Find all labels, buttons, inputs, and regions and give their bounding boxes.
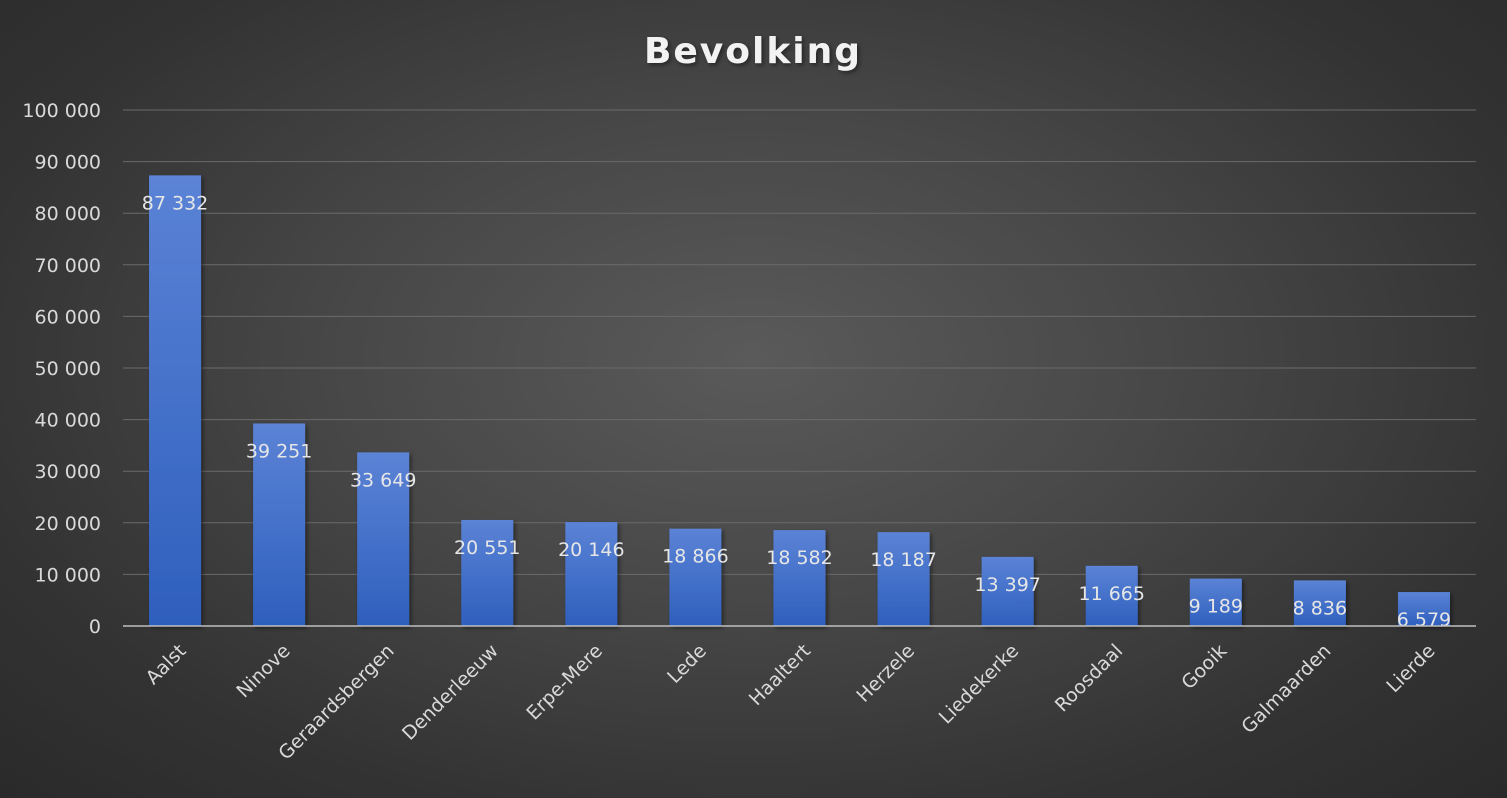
data-label: 8 836 <box>1293 597 1347 619</box>
data-label: 20 551 <box>454 537 520 559</box>
data-label: 6 579 <box>1397 609 1451 631</box>
bar-roosdaal <box>1085 565 1138 626</box>
y-tick-label: 20 000 <box>35 513 101 535</box>
data-label: 18 582 <box>766 547 832 569</box>
y-tick-label: 70 000 <box>35 255 101 277</box>
data-label: 9 189 <box>1189 596 1243 618</box>
x-tick-label: Liedekerke <box>935 640 1023 728</box>
bar-herzele <box>877 532 930 626</box>
y-tick-label: 60 000 <box>35 306 101 328</box>
bars <box>149 175 1450 626</box>
y-tick-label: 100 000 <box>22 100 101 122</box>
x-tick-label: Lede <box>663 640 711 688</box>
y-axis-tick-labels: 0 10 000 20 000 30 000 40 000 50 000 60 000 70 … <box>22 100 101 638</box>
data-label: 87 332 <box>142 192 208 214</box>
data-label: 39 251 <box>246 440 312 462</box>
bar-galmaarden <box>1293 580 1346 626</box>
x-tick-label: Aalst <box>142 640 191 689</box>
bar-denderleeuw <box>461 519 514 626</box>
y-tick-label: 50 000 <box>35 358 101 380</box>
x-tick-label: Roosdaal <box>1051 640 1127 716</box>
bar-erpe-mere <box>565 522 618 626</box>
x-tick-label: Herzele <box>852 640 919 707</box>
x-tick-label: Gooik <box>1177 640 1231 694</box>
bar-lede <box>669 528 722 626</box>
x-tick-label: Geraardsbergen <box>274 640 398 764</box>
x-tick-label: Haaltert <box>745 640 815 710</box>
bar-gooik <box>1189 578 1242 626</box>
bar-lierde <box>1397 592 1450 626</box>
bar-aalst <box>149 175 202 626</box>
y-tick-label: 30 000 <box>35 461 101 483</box>
data-label: 11 665 <box>1078 583 1144 605</box>
bar-ninove <box>253 423 306 626</box>
x-tick-label: Lierde <box>1382 640 1439 697</box>
y-tick-label: 0 <box>89 616 101 638</box>
y-tick-label: 90 000 <box>35 152 101 174</box>
x-tick-label: Erpe-Mere <box>522 640 607 725</box>
y-tick-label: 10 000 <box>35 564 101 586</box>
data-label: 20 146 <box>558 539 624 561</box>
bar-geraardsbergen <box>357 452 410 626</box>
data-label: 13 397 <box>974 574 1040 596</box>
bar-liedekerke <box>981 556 1034 626</box>
x-tick-label: Denderleeuw <box>398 640 503 745</box>
chart-title: Bevolking <box>644 31 862 72</box>
data-label: 18 866 <box>662 546 728 568</box>
x-tick-label: Galmaarden <box>1237 640 1335 738</box>
y-tick-label: 40 000 <box>35 410 101 432</box>
data-label: 33 649 <box>350 469 416 491</box>
gridlines <box>123 109 1476 575</box>
data-labels: 87 332 39 251 33 649 20 551 20 146 18 866 18 5… <box>142 192 1451 631</box>
x-tick-label: Ninove <box>232 640 294 702</box>
data-label: 18 187 <box>870 549 936 571</box>
bar-haaltert <box>773 530 826 626</box>
y-tick-label: 80 000 <box>35 203 101 225</box>
